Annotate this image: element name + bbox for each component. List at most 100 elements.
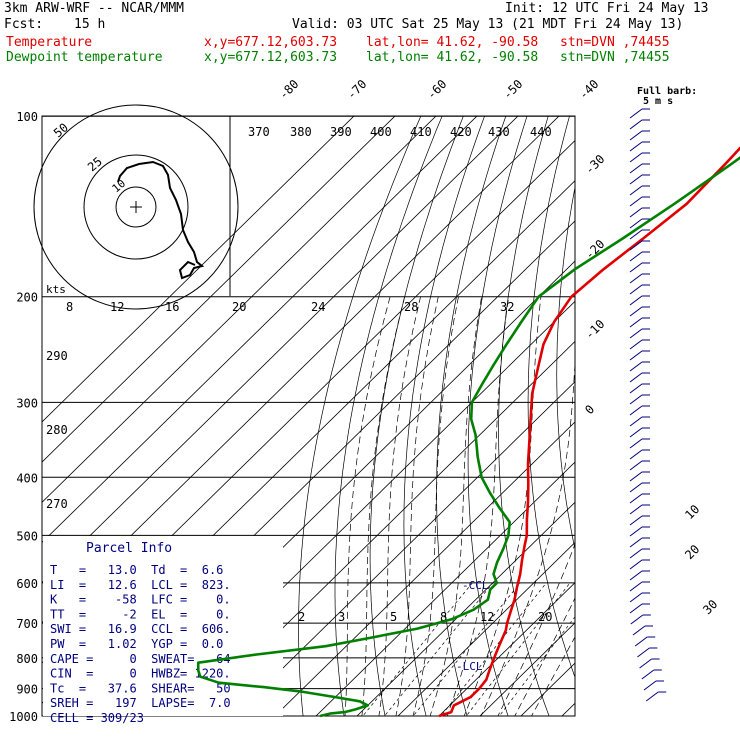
wind-barb-staff: [645, 691, 659, 702]
dry-adiabat-line: [585, 116, 679, 729]
parcel-info-row: SWI = 16.9 CCL = 606.: [50, 622, 231, 636]
moist-adiabat-line: [429, 296, 482, 716]
isotherm-tick-label: -30: [582, 152, 607, 177]
mixing-ratio-line: [384, 582, 494, 716]
mixing-ratio-tick-label: 16: [165, 300, 179, 314]
wind-barb-staff: [629, 262, 643, 273]
moist-adiabat-line: [412, 296, 459, 716]
wind-barb-staff: [629, 174, 643, 185]
parcel-info-row: T = 13.0 Td = 6.6: [50, 563, 223, 577]
hodograph-trace: [117, 160, 205, 280]
theta-tick-label: 400: [370, 125, 392, 139]
legend-temperature-name: Temperature: [6, 35, 93, 50]
mixing-ratio-tick-label: 20: [538, 610, 552, 624]
mixing-ratio-tick-label: 32: [500, 300, 514, 314]
legend-temperature-station: stn=DVN ,74455: [560, 35, 670, 50]
mixing-ratio-tick-label: 24: [311, 300, 325, 314]
wind-barb-staff: [629, 504, 643, 515]
wind-barb-staff: [629, 416, 643, 427]
wind-barb-staff: [629, 108, 643, 119]
theta-tick-label: 410: [410, 125, 432, 139]
moist-adiabat-line: [378, 296, 421, 716]
wind-barb-staff: [629, 317, 643, 328]
mixing-ratio-tick-label: 8: [440, 610, 447, 624]
theta-tick-label: 290: [46, 349, 68, 363]
mixing-ratio-tick-label: 12: [480, 610, 494, 624]
moist-adiabat-line: [344, 296, 391, 716]
mixing-ratio-line: [440, 582, 547, 716]
wind-barb-staff: [629, 251, 643, 262]
isotherm-line: [520, 662, 575, 716]
hodograph: 50 25 10 kts: [33, 104, 239, 310]
dry-adiabat-line: [712, 116, 740, 729]
moist-adiabat-line: [361, 296, 405, 716]
hodograph-ring-label-50: 50: [51, 120, 71, 140]
isotherm-line: [42, 116, 560, 624]
wind-barb-staff: [643, 680, 657, 691]
wind-barb-staff: [629, 438, 643, 449]
mixing-ratio-line: [362, 582, 473, 716]
mixing-ratio-tick-label: 12: [110, 300, 124, 314]
parcel-info-title: Parcel Info: [86, 541, 172, 556]
isotherm-line: [397, 541, 575, 716]
wind-barb-staff: [629, 350, 643, 361]
pressure-tick-label: 500: [16, 529, 38, 543]
mixing-ratio-line: [498, 616, 575, 716]
isotherm-line: [42, 116, 396, 463]
wind-barb-staff: [629, 141, 643, 152]
isotherm-tick-label: 0: [582, 402, 597, 417]
wind-barb-staff: [629, 482, 643, 493]
isotherm-line: [479, 622, 575, 716]
wind-barb-staff: [637, 647, 650, 658]
mixing-ratio-lines: [362, 582, 575, 716]
wind-barb-staff: [629, 273, 643, 284]
wind-barb-staff: [629, 471, 643, 482]
isotherm-tick-label: 30: [700, 597, 720, 617]
wind-barb-staff: [641, 669, 655, 680]
parcel-info-row: LI = 12.6 LCL = 823.: [50, 578, 231, 592]
forecast-hour: 15 h: [74, 17, 106, 32]
isotherm-tick-label: -70: [344, 77, 369, 102]
wind-barb-staff: [629, 284, 643, 295]
isotherm-line: [192, 340, 575, 716]
dry-adiabat-line: [298, 116, 422, 716]
parcel-info-row: PW = 1.02 YGP = 0.0: [50, 637, 223, 651]
theta-tick-label: 380: [290, 125, 312, 139]
wind-barb-staff: [629, 515, 643, 526]
legend-dewpoint-station: stn=DVN ,74455: [560, 50, 670, 65]
wind-barb-staff: [629, 339, 643, 350]
wind-barb-staff: [629, 581, 643, 592]
pressure-tick-label: 400: [16, 471, 38, 485]
moist-adiabat-line: [497, 543, 575, 716]
isotherm-tick-label: -40: [576, 77, 601, 102]
hodograph-ring-25: [83, 154, 189, 260]
plot-frame: [41, 115, 576, 717]
wind-barb-staff: [629, 394, 643, 405]
wind-barb-staff: [639, 658, 652, 669]
wind-barb-staff: [629, 207, 643, 218]
moist-adiabat-lines: [344, 296, 575, 716]
pressure-tick-label: 900: [16, 683, 38, 697]
dewpoint-trace: [196, 156, 740, 718]
wind-barb-staff: [629, 592, 643, 603]
parcel-info-row: K = -58 LFC = 0.: [50, 593, 231, 607]
isotherm-tick-label: -80: [276, 77, 301, 102]
pressure-tick-label: 700: [16, 617, 38, 631]
mixing-ratio-tick-label: 8: [66, 300, 73, 314]
isotherm-line: [42, 116, 355, 423]
sounding-traces: [196, 146, 740, 718]
ccl-marker: -CCL: [462, 579, 489, 592]
dry-adiabat-line: [663, 116, 740, 729]
dry-adiabat-line: [436, 116, 507, 716]
wind-barb-staff: [629, 383, 643, 394]
hodograph-ring-10: [115, 186, 157, 228]
moist-adiabat-line: [480, 357, 575, 716]
isotherm-line: [590, 116, 740, 729]
parcel-info-row: CELL = 309/23: [50, 711, 144, 725]
wind-legend-title: Full barb:: [637, 86, 697, 97]
moist-adiabat-line: [463, 296, 542, 716]
moist-adiabat-line: [395, 296, 439, 716]
wind-barb-staff: [630, 614, 644, 625]
mixing-ratio-tick-label: 2: [298, 610, 305, 624]
